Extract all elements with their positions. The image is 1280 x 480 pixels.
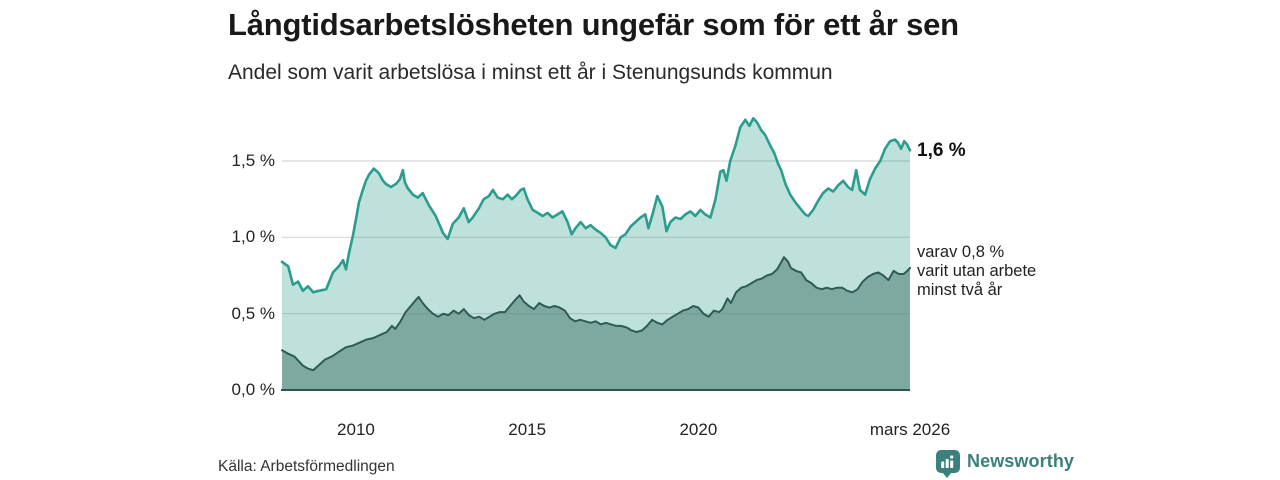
y-tick-label: 0,5 % xyxy=(231,303,275,323)
latest-total-annotation: 1,6 % xyxy=(917,140,966,161)
y-tick-label: 0,0 % xyxy=(231,380,275,399)
newsworthy-logo[interactable]: Newsworthy xyxy=(936,450,1075,478)
newsworthy-wordmark: Newsworthy xyxy=(967,451,1075,471)
barchart-glyph xyxy=(941,455,954,468)
x-tick-label: 2010 xyxy=(337,420,375,439)
subset-annotation-line: varit utan arbete xyxy=(917,262,1037,280)
y-tick-label: 1,0 % xyxy=(231,227,275,247)
subset-annotation: varav 0,8 % varit utan arbete minst två … xyxy=(917,243,1036,300)
newsworthy-barchart-pin-icon xyxy=(936,450,960,478)
y-tick-label: 1,5 % xyxy=(231,151,275,170)
source-credit: Källa: Arbetsförmedlingen xyxy=(218,458,395,475)
page-title: Långtidsarbetslösheten ungefär som för e… xyxy=(228,7,959,42)
x-tick-label: 2020 xyxy=(679,420,718,439)
series-line-total xyxy=(280,117,912,294)
x-tick-label: 2015 xyxy=(508,420,547,439)
x-tick-label: mars 2026 xyxy=(869,420,951,439)
series-line-subset xyxy=(281,256,911,372)
series-area-subset xyxy=(282,257,910,390)
subset-annotation-line: minst två år xyxy=(917,281,1003,299)
subset-annotation-line: varav 0,8 % xyxy=(917,243,1005,261)
page-subtitle: Andel som varit arbetslösa i minst ett å… xyxy=(228,61,833,84)
